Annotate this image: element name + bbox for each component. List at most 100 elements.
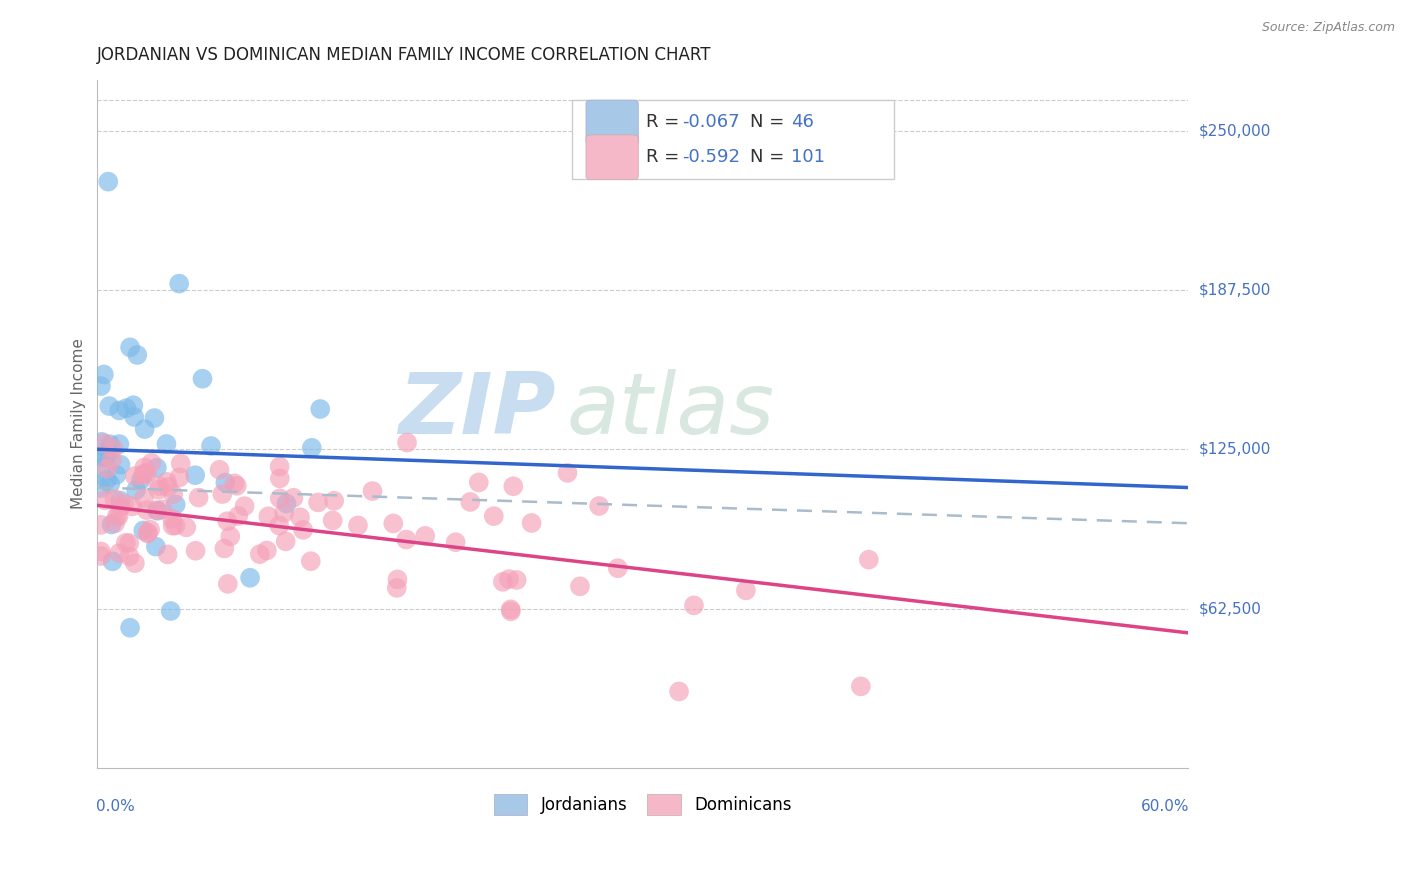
Point [103,442,125,456]
Point [118,536,141,550]
Point [214,475,236,490]
Point [110,458,132,472]
FancyBboxPatch shape [586,135,638,179]
Point [94,450,117,465]
Point [299,554,322,568]
Text: -0.067: -0.067 [682,113,740,131]
Point [134,467,156,481]
Text: JORDANIAN VS DOMINICAN MEDIAN FAMILY INCOME CORRELATION CHART: JORDANIAN VS DOMINICAN MEDIAN FAMILY INC… [97,46,711,64]
Point [162,518,184,533]
Point [160,511,183,525]
Point [96,473,118,487]
Point [136,525,159,540]
FancyBboxPatch shape [572,100,894,179]
Point [395,533,418,547]
Point [105,509,128,524]
Point [239,571,262,585]
Text: $250,000: $250,000 [1199,123,1271,138]
Point [249,547,271,561]
Point [145,503,167,517]
Point [269,518,291,533]
Point [257,509,280,524]
Point [139,523,162,537]
Text: R =: R = [645,148,685,166]
Point [110,500,132,514]
Point [108,546,131,560]
Point [155,437,177,451]
Point [136,466,159,480]
Point [162,487,184,501]
Point [134,422,156,436]
Point [167,277,190,291]
Point [276,496,298,510]
Point [90,517,112,532]
Point [200,439,222,453]
Point [444,535,467,549]
Point [148,479,170,493]
Point [492,574,515,589]
Point [468,475,491,490]
Point [499,602,522,616]
Text: $187,500: $187,500 [1199,283,1271,297]
Point [127,348,149,362]
Point [226,508,249,523]
Point [184,543,207,558]
Point [152,502,174,516]
Point [557,466,579,480]
Point [568,579,591,593]
Point [156,548,179,562]
Point [387,573,409,587]
Point [90,544,112,558]
Point [191,372,214,386]
Point [157,480,180,494]
Point [97,175,120,189]
Point [184,468,207,483]
Text: 0.0%: 0.0% [96,799,135,814]
Point [124,469,146,483]
Point [269,459,291,474]
Point [283,491,305,505]
Point [288,510,311,524]
Point [110,493,132,508]
Point [499,604,522,618]
Point [382,516,405,531]
Point [307,495,329,509]
Point [101,554,124,568]
Point [606,561,628,575]
Point [225,479,247,493]
Point [274,534,297,549]
Legend: Jordanians, Dominicans: Jordanians, Dominicans [494,795,792,814]
Point [125,483,148,497]
Point [301,441,323,455]
Point [224,476,246,491]
Point [141,456,163,470]
Point [98,477,121,491]
Point [156,475,179,489]
Point [165,498,187,512]
Point [146,504,169,518]
Point [107,509,129,524]
Y-axis label: Median Family Income: Median Family Income [72,338,86,509]
Point [132,491,155,505]
Text: 101: 101 [792,148,825,166]
Point [269,491,291,506]
Point [211,487,233,501]
Point [132,524,155,538]
Point [498,572,520,586]
Point [174,520,197,534]
Point [90,450,112,464]
Point [588,499,610,513]
Point [103,491,125,506]
Point [233,499,256,513]
Text: R =: R = [645,113,685,131]
Text: Source: ZipAtlas.com: Source: ZipAtlas.com [1261,21,1395,34]
Point [97,446,120,460]
Point [124,556,146,570]
Point [269,471,291,485]
Point [90,379,112,393]
Point [849,679,872,693]
Point [309,402,332,417]
Point [122,398,145,412]
Text: $62,500: $62,500 [1199,601,1263,616]
Point [858,552,880,566]
